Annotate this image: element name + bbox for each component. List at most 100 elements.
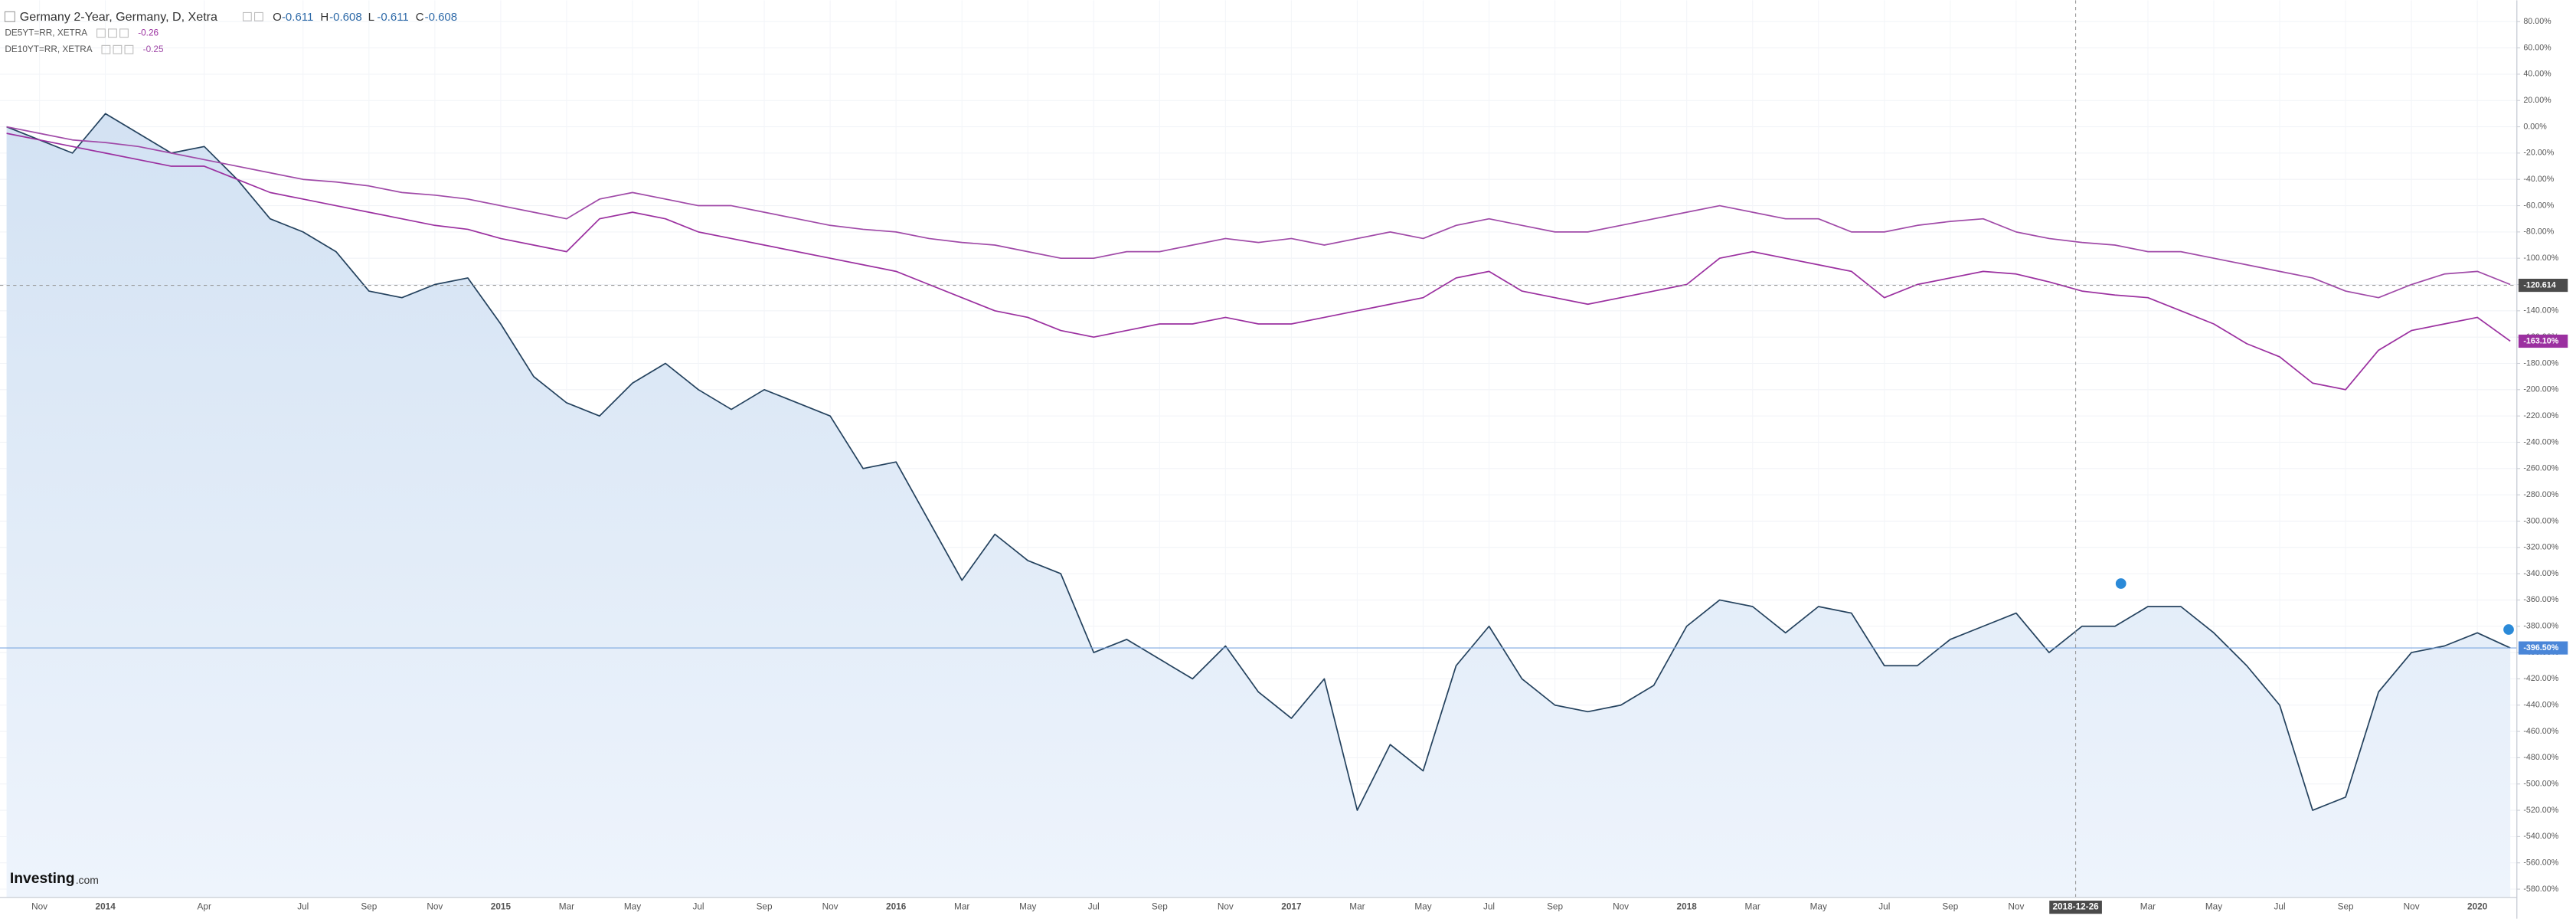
last-value-label: -396.50%: [2523, 643, 2558, 652]
eye-icon[interactable]: [108, 28, 117, 38]
x-tick-label: 2016: [886, 902, 907, 912]
x-tick-label: May: [624, 902, 641, 912]
ohlc-label: O: [273, 11, 282, 24]
y-tick-label: -140.00%: [2523, 306, 2558, 316]
x-tick-label: Mar: [559, 902, 574, 912]
crosshair-x-box: [2049, 901, 2102, 914]
x-tick-label: Jul: [1878, 902, 1890, 912]
plot-area: [0, 0, 2517, 898]
x-tick-label: Mar: [2140, 902, 2156, 912]
x-tick-label: 2018: [1677, 902, 1698, 912]
y-tick-label: -100.00%: [2523, 253, 2558, 263]
x-tick-label: Mar: [1349, 902, 1365, 912]
y-tick-label: -560.00%: [2523, 858, 2558, 868]
ohlc-value: -0.608: [329, 11, 362, 24]
x-tick-label: Jul: [297, 902, 309, 912]
x-tick-label: Jul: [1088, 902, 1100, 912]
x-tick-label: Nov: [2404, 902, 2420, 912]
y-tick-label: -180.00%: [2523, 358, 2558, 368]
crosshair-x-label: 2018-12-26: [2052, 902, 2099, 912]
y-tick-label: -260.00%: [2523, 464, 2558, 473]
legend-series-name: DE5YT=RR, XETRA: [5, 28, 87, 38]
y-tick-label: -480.00%: [2523, 753, 2558, 762]
x-tick-label: 2017: [1281, 902, 1302, 912]
crosshair-y-label: -120.614: [2523, 280, 2555, 289]
x-tick-label: Sep: [361, 902, 377, 912]
y-tick-label: -500.00%: [2523, 780, 2558, 789]
settings-icon[interactable]: [96, 28, 106, 38]
y-tick-label: -380.00%: [2523, 622, 2558, 631]
last-value-label: -163.10%: [2523, 336, 2558, 345]
x-tick-label: Jul: [692, 902, 704, 912]
x-tick-label: Nov: [1613, 902, 1629, 912]
ohlc-value: -0.611: [282, 11, 313, 24]
y-tick-label: -280.00%: [2523, 490, 2558, 499]
x-tick-label: Sep: [1547, 902, 1563, 912]
x-tick-label: May: [2205, 902, 2222, 912]
y-tick-label: 80.00%: [2523, 17, 2551, 26]
y-tick-label: -440.00%: [2523, 701, 2558, 710]
event-marker: [2502, 623, 2516, 636]
y-tick-label: -580.00%: [2523, 885, 2558, 894]
y-tick-label: -20.00%: [2523, 149, 2554, 158]
y-tick-label: 60.00%: [2523, 43, 2551, 52]
y-tick-label: -420.00%: [2523, 674, 2558, 683]
x-tick-label: Sep: [757, 902, 773, 912]
ohlc-label: H: [320, 11, 329, 24]
x-tick-label: Apr: [198, 902, 211, 912]
brand-logo: Investing .com: [10, 871, 99, 887]
x-tick-label: Nov: [2008, 902, 2024, 912]
settings-icon[interactable]: [242, 11, 252, 21]
ohlc-label: C: [416, 11, 424, 24]
y-tick-label: -80.00%: [2523, 227, 2554, 237]
y-tick-label: -360.00%: [2523, 595, 2558, 604]
brand-suffix: .com: [76, 874, 99, 886]
y-tick-label: -320.00%: [2523, 543, 2558, 552]
y-tick-label: -60.00%: [2523, 201, 2554, 210]
x-tick-label: Mar: [954, 902, 969, 912]
legend-series-name: DE10YT=RR, XETRA: [5, 44, 92, 54]
series-line: [6, 126, 2511, 299]
x-tick-label: Nov: [1218, 902, 1234, 912]
x-tick-label: May: [1810, 902, 1827, 912]
x-tick-label: May: [1414, 902, 1431, 912]
legend-last-value: -0.26: [138, 28, 159, 38]
y-tick-label: 20.00%: [2523, 96, 2551, 105]
x-tick-label: May: [1019, 902, 1036, 912]
close-icon[interactable]: [124, 44, 134, 54]
x-tick-label: Nov: [31, 902, 47, 912]
x-tick-label: Sep: [2338, 902, 2354, 912]
main-series-title: Germany 2-Year, Germany, D, Xetra: [20, 10, 217, 24]
ohlc-value: -0.611: [377, 11, 408, 24]
last-value-box: [2518, 334, 2568, 348]
y-tick-label: -40.00%: [2523, 175, 2554, 184]
close-icon[interactable]: [119, 28, 129, 38]
x-tick-label: 2014: [96, 902, 116, 912]
axes: 80.00% 60.00% 40.00% 20.00% 0.00% -20.00% -40.…: [31, 17, 2568, 914]
eye-icon[interactable]: [113, 44, 123, 54]
y-tick-label: -340.00%: [2523, 569, 2558, 578]
y-tick-label: -520.00%: [2523, 806, 2558, 815]
ohlc-label: L: [368, 11, 374, 24]
x-tick-label: Jul: [1483, 902, 1495, 912]
series-line: [6, 113, 2511, 811]
legend-last-value: -0.25: [143, 44, 164, 54]
x-tick-label: Mar: [1745, 902, 1760, 912]
y-tick-label: -220.00%: [2523, 411, 2558, 420]
settings-icon[interactable]: [101, 44, 111, 54]
x-tick-label: Jul: [2274, 902, 2286, 912]
y-tick-label: -200.00%: [2523, 385, 2558, 394]
y-tick-label: 40.00%: [2523, 70, 2551, 79]
collapse-icon[interactable]: [4, 11, 15, 22]
close-icon[interactable]: [254, 11, 263, 21]
x-tick-label: 2015: [491, 902, 512, 912]
event-marker: [2114, 577, 2127, 590]
brand-name: Investing: [10, 871, 75, 887]
y-tick-label: 0.00%: [2523, 122, 2547, 131]
legend: Germany 2-Year, Germany, D, Xetra DE5YT=…: [4, 10, 457, 54]
y-tick-label: -240.00%: [2523, 437, 2558, 446]
last-value-box: [2518, 641, 2568, 655]
x-tick-label: Sep: [1152, 902, 1168, 912]
